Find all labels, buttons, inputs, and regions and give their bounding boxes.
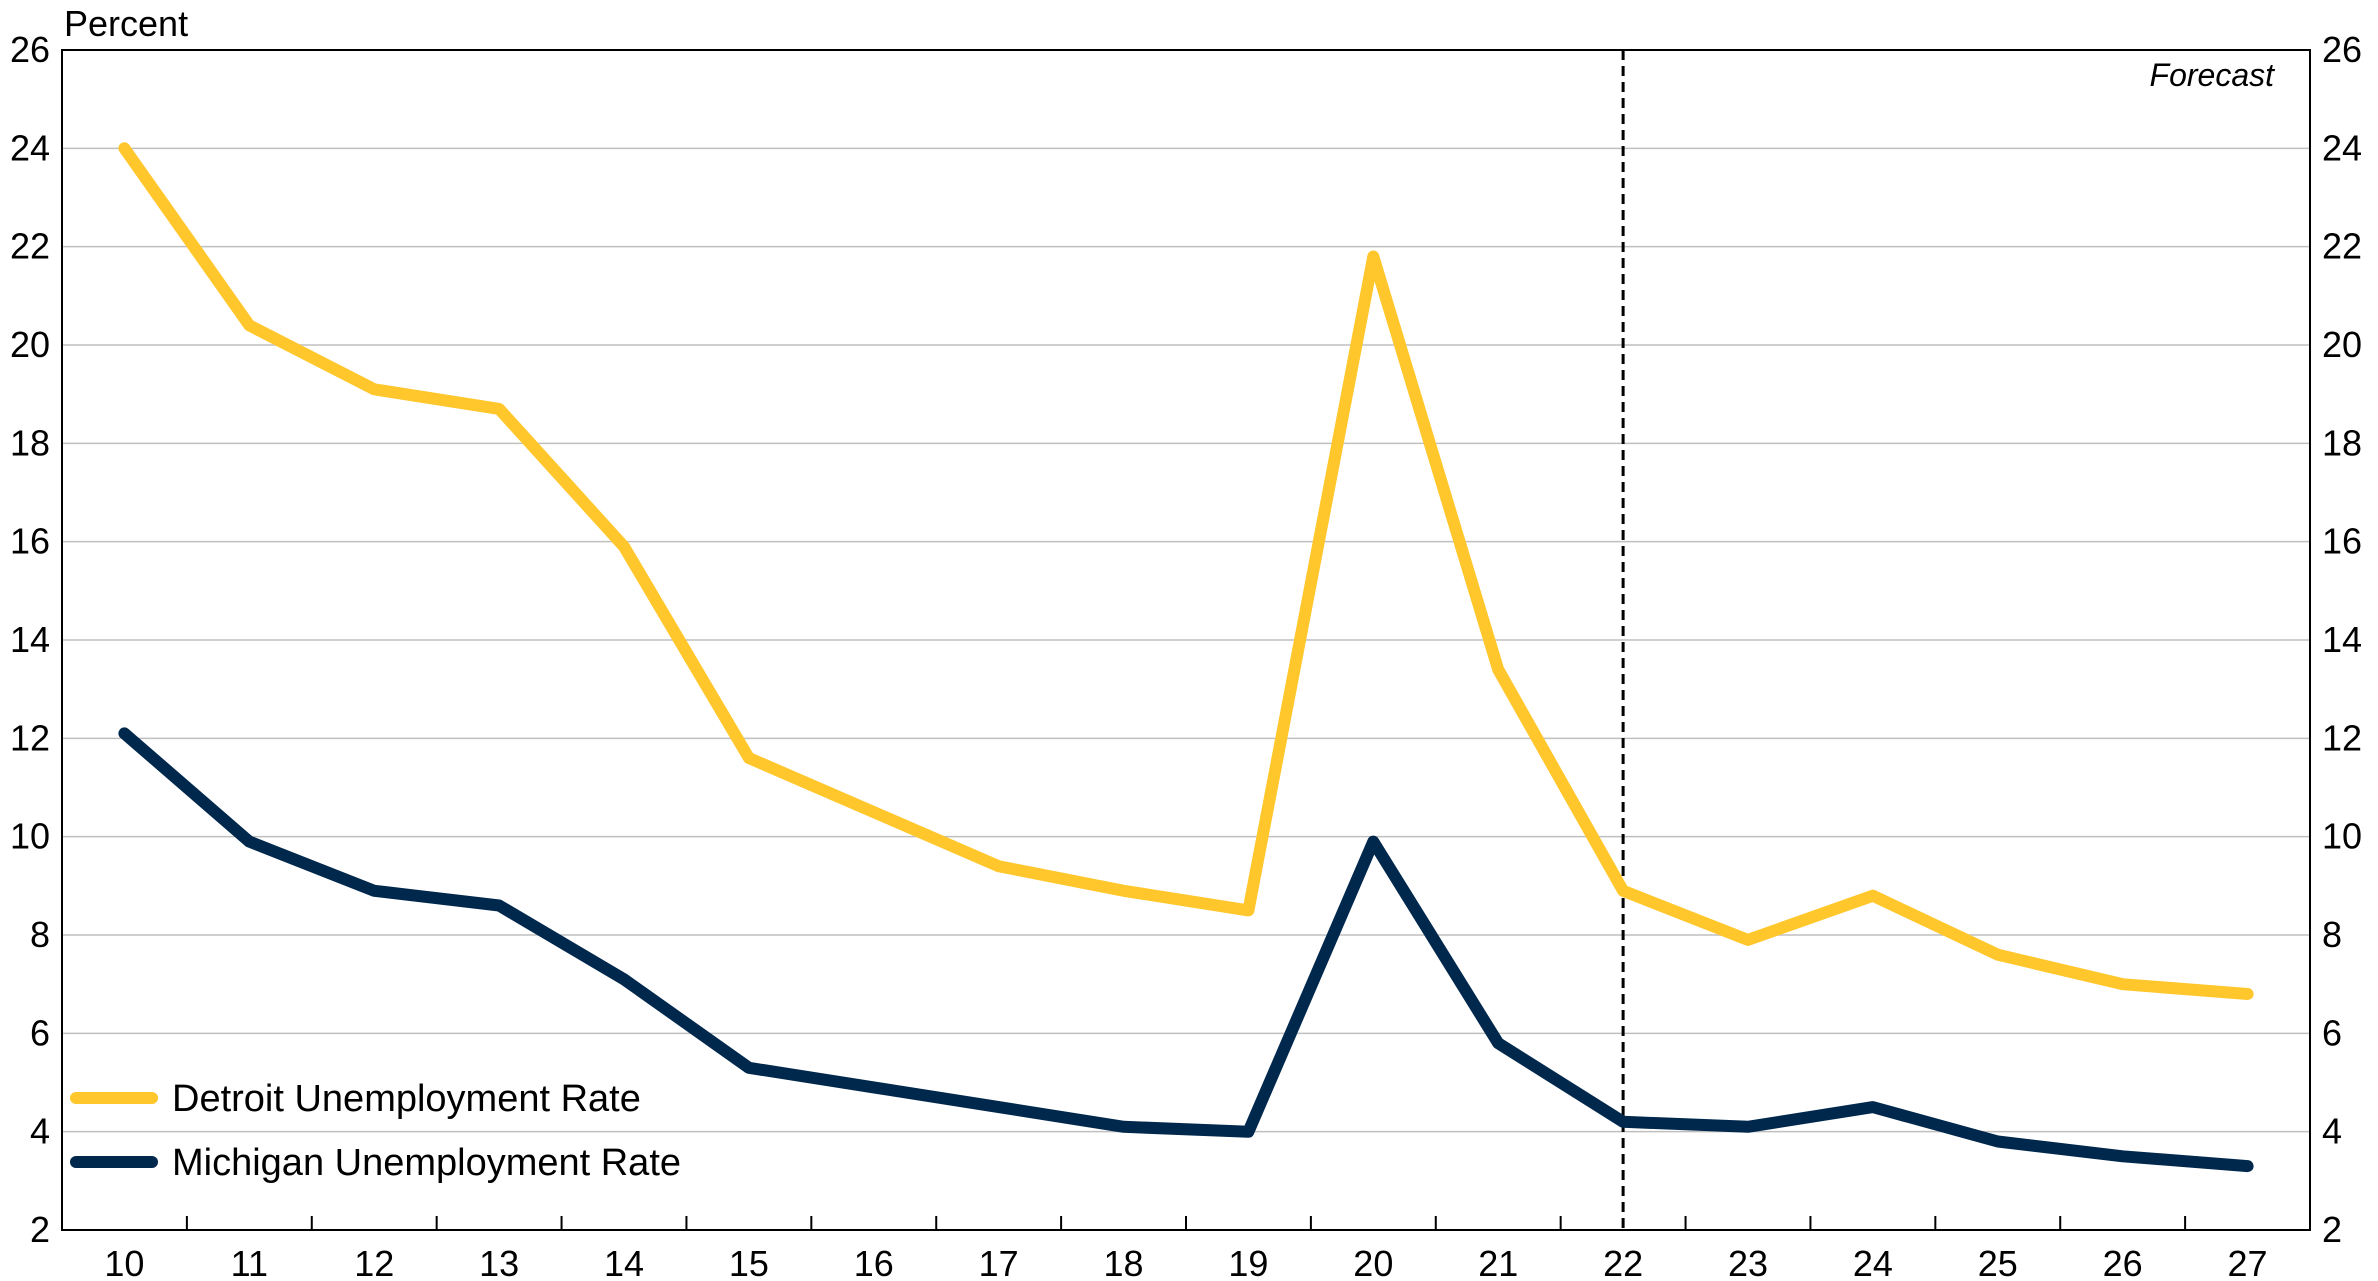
- y-tick-label-left: 4: [30, 1111, 50, 1152]
- series-line-detroit: [118, 142, 2254, 1000]
- x-tick-label: 26: [2103, 1243, 2143, 1281]
- y-tick-label-left: 2: [30, 1209, 50, 1250]
- x-tick-label: 11: [231, 1243, 268, 1281]
- y-tick-label-right: 18: [2322, 422, 2362, 463]
- legend-label: Michigan Unemployment Rate: [172, 1142, 681, 1184]
- legend-label: Detroit Unemployment Rate: [172, 1078, 641, 1120]
- forecast-label: Forecast: [2150, 57, 2276, 93]
- y-tick-label-right: 10: [2322, 816, 2362, 857]
- y-tick-label-right: 22: [2322, 226, 2362, 267]
- y-tick-label-left: 14: [10, 619, 50, 660]
- x-tick-label: 15: [729, 1243, 769, 1281]
- y-tick-label-left: 16: [10, 521, 50, 562]
- x-tick-label: 20: [1353, 1243, 1393, 1281]
- x-tick-label: 10: [104, 1243, 144, 1281]
- x-tick-label: 16: [854, 1243, 894, 1281]
- y-tick-label-right: 2: [2322, 1209, 2342, 1250]
- y-tick-label-right: 16: [2322, 521, 2362, 562]
- y-tick-label-left: 18: [10, 422, 50, 463]
- series-lines: [118, 142, 2254, 1173]
- x-tick-label: 22: [1603, 1243, 1643, 1281]
- y-tick-label-left: 20: [10, 324, 50, 365]
- y-tick-label-left: 24: [10, 127, 50, 168]
- y-tick-label-left: 26: [10, 29, 50, 70]
- y-tick-label-right: 6: [2322, 1012, 2342, 1053]
- y-tick-label-right: 20: [2322, 324, 2362, 365]
- legend: Detroit Unemployment Rate Michigan Unempl…: [70, 1078, 681, 1184]
- y-tick-label-left: 12: [10, 717, 50, 758]
- y-tick-label-left: 6: [30, 1012, 50, 1053]
- x-tick-label: 24: [1853, 1243, 1893, 1281]
- x-tick-label: 27: [2228, 1243, 2268, 1281]
- y-tick-label-left: 10: [10, 816, 50, 857]
- y-tick-label-right: 24: [2322, 127, 2362, 168]
- y-tick-label-right: 14: [2322, 619, 2362, 660]
- y-axis-unit-label: Percent: [64, 3, 188, 44]
- x-tick-label: 25: [1978, 1243, 2018, 1281]
- x-tick-label: 19: [1228, 1243, 1268, 1281]
- x-tick-label: 23: [1728, 1243, 1768, 1281]
- y-tick-label-right: 12: [2322, 717, 2362, 758]
- y-tick-label-right: 4: [2322, 1111, 2342, 1152]
- axis-ticks: [185, 1216, 2187, 1230]
- y-tick-label-left: 22: [10, 226, 50, 267]
- x-tick-label: 13: [479, 1243, 519, 1281]
- gridlines: [62, 147, 2310, 1133]
- forecast-region: Forecast: [1621, 50, 2276, 1230]
- x-tick-label: 21: [1478, 1243, 1518, 1281]
- x-tick-label: 17: [979, 1243, 1019, 1281]
- y-tick-label-right: 26: [2322, 29, 2362, 70]
- y-tick-label-right: 8: [2322, 914, 2342, 955]
- x-tick-label: 14: [604, 1243, 644, 1281]
- y-tick-label-left: 8: [30, 914, 50, 955]
- x-tick-label: 12: [354, 1243, 394, 1281]
- series-line-michigan: [118, 727, 2254, 1173]
- x-tick-label: 18: [1104, 1243, 1144, 1281]
